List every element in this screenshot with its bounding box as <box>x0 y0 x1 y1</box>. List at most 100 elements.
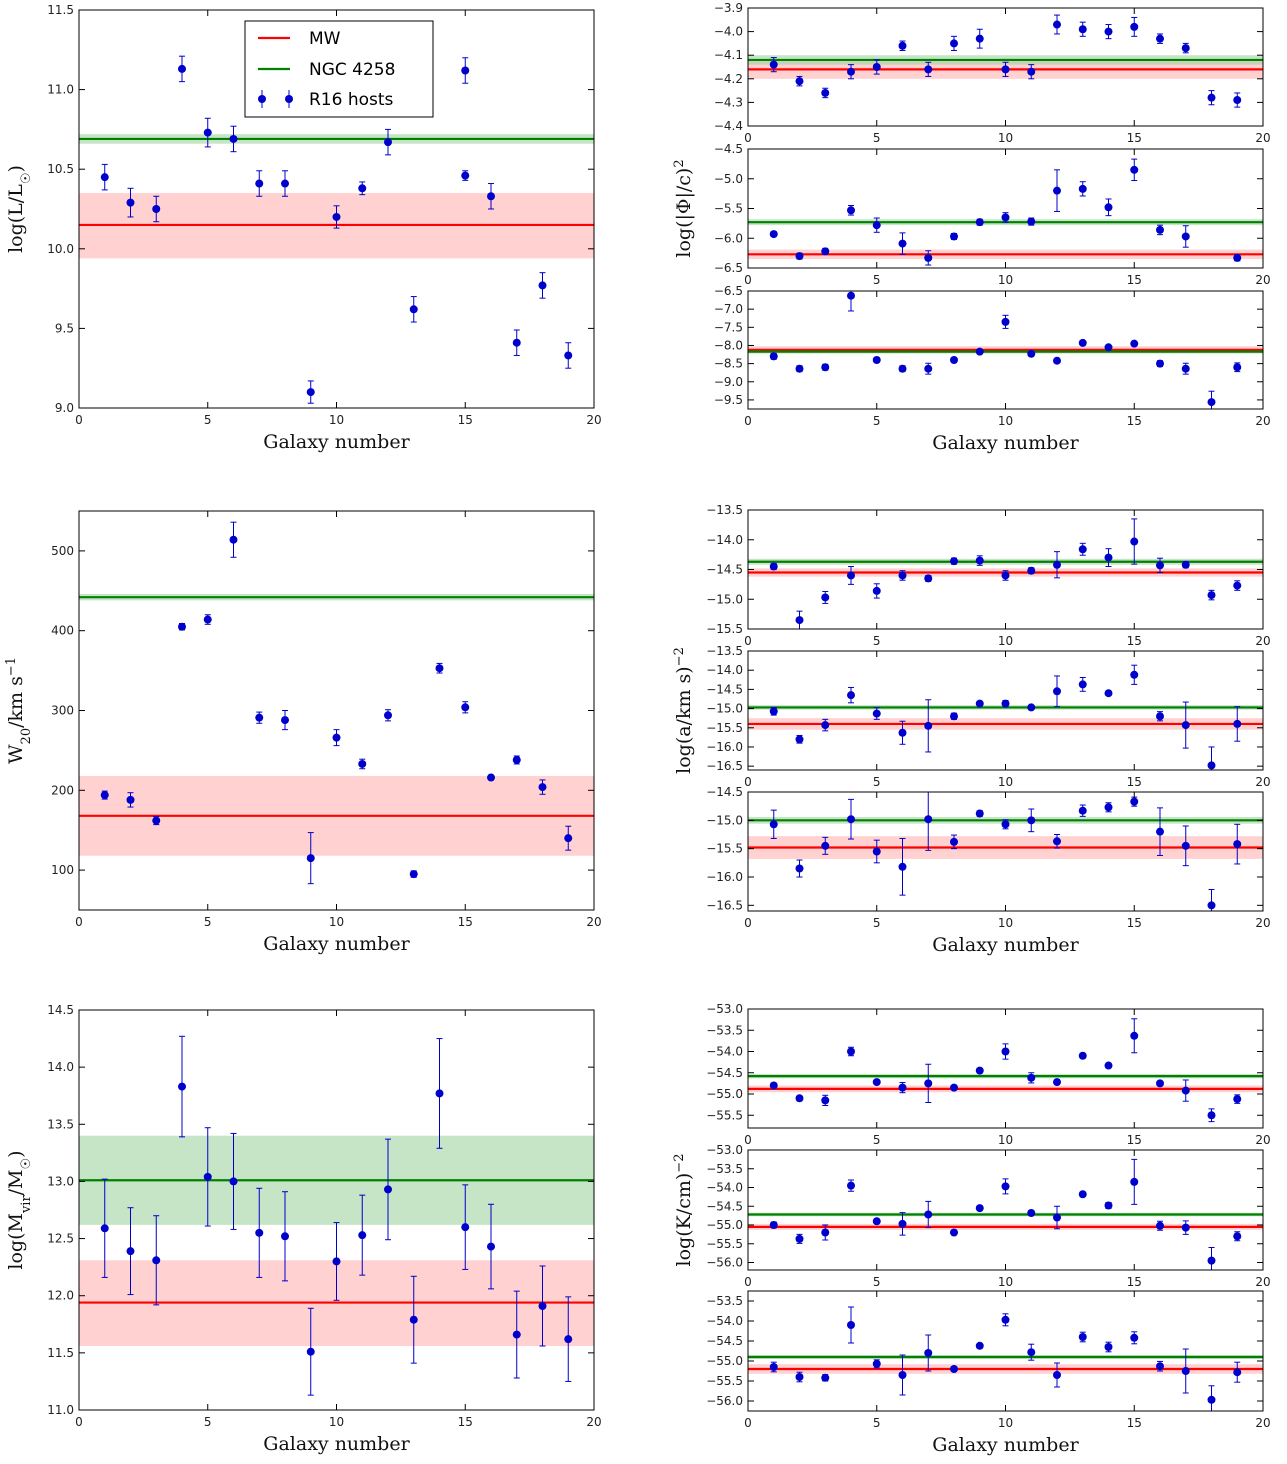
x-tick-label: 10 <box>998 1133 1013 1147</box>
data-point <box>1053 560 1061 569</box>
y-tick-label: −5.5 <box>714 202 743 216</box>
data-point <box>898 41 907 50</box>
x-tick-label: 10 <box>998 131 1013 145</box>
y-tick-label: 500 <box>51 544 74 558</box>
data-point <box>358 1231 367 1240</box>
data-point <box>1181 44 1190 53</box>
panel-right-3-3-plot-area <box>748 1306 1263 1411</box>
y-tick-label: 14.0 <box>47 1060 74 1074</box>
data-point <box>1001 1047 1010 1056</box>
y-tick-label: −15.5 <box>706 622 743 636</box>
y-tick-label: −15.5 <box>706 842 743 856</box>
x-axis-label: Galaxy number <box>263 431 410 453</box>
y-tick-label: −7.0 <box>714 302 743 316</box>
data-point <box>898 1083 907 1092</box>
data-point <box>409 305 418 314</box>
y-axis-label-part: /km s <box>5 676 27 728</box>
data-point <box>1053 1371 1061 1379</box>
data-point <box>1104 1343 1113 1351</box>
data-point <box>950 712 958 721</box>
data-point <box>975 34 984 43</box>
data-point <box>1207 398 1216 407</box>
x-tick-label: 0 <box>744 1133 752 1147</box>
data-point <box>1053 1078 1061 1087</box>
x-tick-label: 0 <box>744 273 752 287</box>
y-tick-label: −6.5 <box>714 261 743 275</box>
y-tick-label: −15.0 <box>706 813 743 827</box>
data-point <box>795 252 804 261</box>
x-tick-label: 10 <box>329 1415 344 1429</box>
data-point <box>795 1373 804 1381</box>
data-point <box>178 622 186 631</box>
data-point <box>1181 1367 1190 1375</box>
data-point <box>1130 22 1139 31</box>
legend-point <box>258 95 266 103</box>
data-point <box>975 1204 984 1213</box>
data-point <box>152 1256 161 1265</box>
data-point <box>950 1365 958 1373</box>
x-tick-label: 5 <box>873 1133 881 1147</box>
y-tick-label: −14.0 <box>706 533 743 547</box>
y-axis-label-part: log(a/km s <box>673 674 695 774</box>
y-tick-label: 11.0 <box>47 83 74 97</box>
x-tick-label: 20 <box>586 1415 601 1429</box>
data-point <box>1181 364 1190 373</box>
data-point <box>1001 65 1010 74</box>
data-point <box>898 1219 907 1228</box>
data-point <box>1027 217 1036 226</box>
data-point <box>1207 1111 1216 1120</box>
y-tick-label: −54.0 <box>706 1181 743 1195</box>
data-point <box>1156 561 1164 570</box>
data-point <box>1027 349 1036 358</box>
y-axis-label-part: ) <box>5 165 27 172</box>
data-point <box>872 1217 881 1226</box>
data-point <box>821 841 830 850</box>
panel-right-1-2: −6.5 −6.0 −5.5 −5.0 −4.5 0 5 10 15 20 <box>714 142 1271 287</box>
data-point <box>152 816 161 825</box>
data-point <box>898 364 907 373</box>
y-axis-label: W20/km s−1 <box>4 657 34 764</box>
y-tick-label: 9.5 <box>55 321 74 335</box>
data-point <box>512 755 521 764</box>
panel-left-2-plot-area <box>79 521 594 885</box>
data-point <box>332 212 341 221</box>
data-point <box>950 1083 958 1092</box>
data-point <box>461 703 470 712</box>
data-point <box>229 535 238 544</box>
data-point <box>1053 687 1061 696</box>
y-axis-label-part: ) <box>673 168 695 175</box>
data-point <box>1053 1213 1061 1222</box>
data-point <box>384 1185 392 1194</box>
data-point <box>1078 545 1087 554</box>
y-tick-label: −14.0 <box>706 663 743 677</box>
x-tick-label: 20 <box>1255 131 1270 145</box>
data-point <box>1233 1095 1242 1104</box>
y-tick-label: −56.0 <box>706 1394 743 1408</box>
y-axis-label: log(a/km s)−2 <box>672 647 696 774</box>
y-tick-label: −55.5 <box>706 1374 743 1388</box>
x-tick-label: 10 <box>998 775 1013 789</box>
data-point <box>795 616 804 625</box>
data-point <box>1078 680 1087 689</box>
panel-right-3-3: −56.0 −55.5 −55.0 −54.5 −54.0 −53.5 0 5 10 15 20 <box>706 1290 1271 1430</box>
data-point <box>872 1359 881 1368</box>
data-point <box>461 66 470 75</box>
x-tick-label: 10 <box>998 1275 1013 1289</box>
x-tick-label: 0 <box>75 1415 83 1429</box>
y-axis-label: log(L/L☉) <box>5 165 34 253</box>
data-point <box>821 88 830 97</box>
data-point <box>769 820 778 829</box>
data-point <box>1053 20 1061 29</box>
data-point <box>306 1347 315 1356</box>
data-point <box>1104 343 1113 352</box>
x-tick-label: 15 <box>458 1415 473 1429</box>
data-point <box>847 571 855 580</box>
panel-right-1-1-plot-area <box>748 14 1263 108</box>
data-point <box>564 351 573 360</box>
data-point <box>1001 213 1010 222</box>
data-point <box>769 230 778 239</box>
data-point <box>795 864 804 873</box>
data-point <box>769 1081 778 1090</box>
data-point <box>898 239 907 248</box>
y-axis-label-part: log(L/L <box>5 184 27 253</box>
